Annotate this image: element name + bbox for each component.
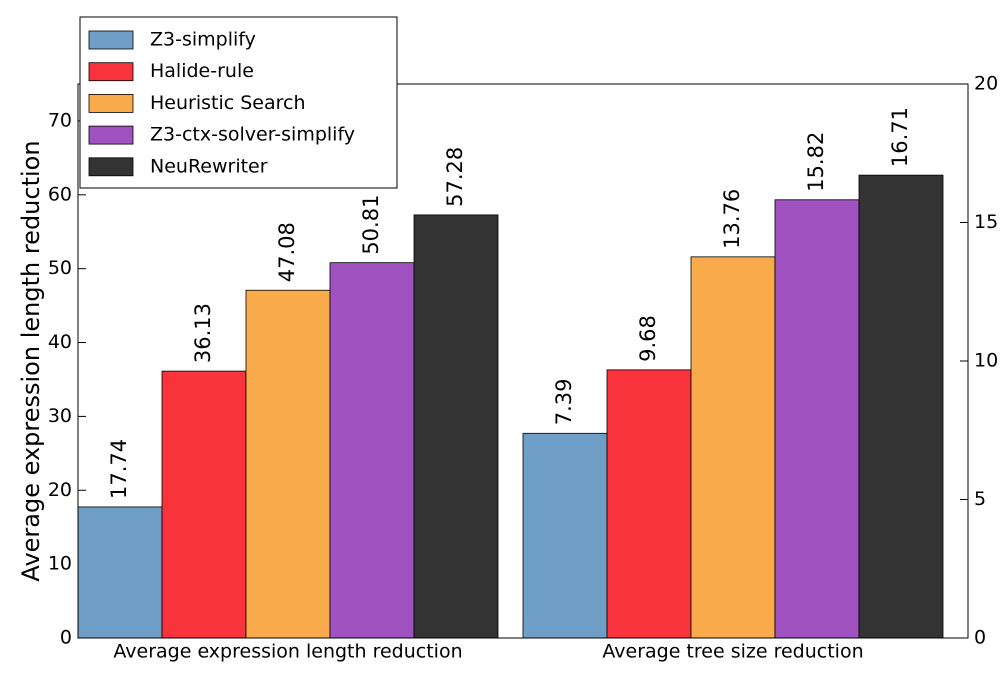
bar (858, 174, 944, 639)
legend-swatch (88, 30, 134, 50)
legend-label: Heuristic Search (150, 92, 306, 114)
bar (690, 256, 776, 639)
bar (413, 214, 499, 639)
legend-label: Z3-simplify (150, 29, 256, 51)
bar-value-label: 7.39 (552, 379, 576, 426)
bar-value-label: 17.74 (107, 439, 131, 499)
legend-swatch (88, 94, 134, 113)
y-tick-label: 20 (48, 479, 72, 501)
bar-value-label: 9.68 (636, 315, 660, 362)
legend-label: NeuRewriter (150, 155, 268, 177)
bar (329, 262, 415, 639)
bar (522, 432, 608, 639)
y-tick-label: 30 (48, 405, 72, 427)
bar-value-label: 16.71 (888, 107, 912, 167)
y-axis-label: Average expression length reduction (17, 140, 45, 581)
bar-value-label: 57.28 (443, 147, 467, 207)
bar-value-label: 36.13 (191, 303, 215, 363)
bar-value-label: 47.08 (275, 222, 299, 282)
bar (77, 506, 163, 639)
legend-label: Z3-ctx-solver-simplify (150, 124, 355, 146)
bar (245, 289, 331, 639)
y2-tick-label: 0 (974, 627, 986, 649)
bar (161, 370, 247, 639)
bar-value-label: 15.82 (804, 132, 828, 192)
x-tick-label: Average expression length reduction (113, 641, 462, 663)
bar-value-label: 50.81 (359, 195, 383, 255)
bar-value-label: 13.76 (720, 189, 744, 249)
y-tick-label: 50 (48, 257, 72, 279)
legend-swatch (88, 62, 134, 82)
bar (774, 199, 860, 639)
y2-tick-label: 20 (974, 73, 998, 95)
bar (606, 369, 692, 639)
x-tick-label: Average tree size reduction (602, 641, 863, 663)
y-tick-label: 0 (60, 627, 72, 649)
y2-tick-label: 15 (974, 211, 998, 233)
y-tick-label: 70 (48, 109, 72, 131)
y-tick-label: 60 (48, 183, 72, 205)
legend-swatch (88, 125, 134, 145)
legend-label: Halide-rule (150, 60, 254, 82)
plot-frame (77, 83, 969, 639)
legend-swatch (88, 157, 134, 177)
y-tick-label: 10 (48, 553, 72, 575)
y2-tick-label: 10 (974, 350, 998, 372)
y-tick-label: 40 (48, 331, 72, 353)
y2-tick-label: 5 (974, 488, 986, 510)
